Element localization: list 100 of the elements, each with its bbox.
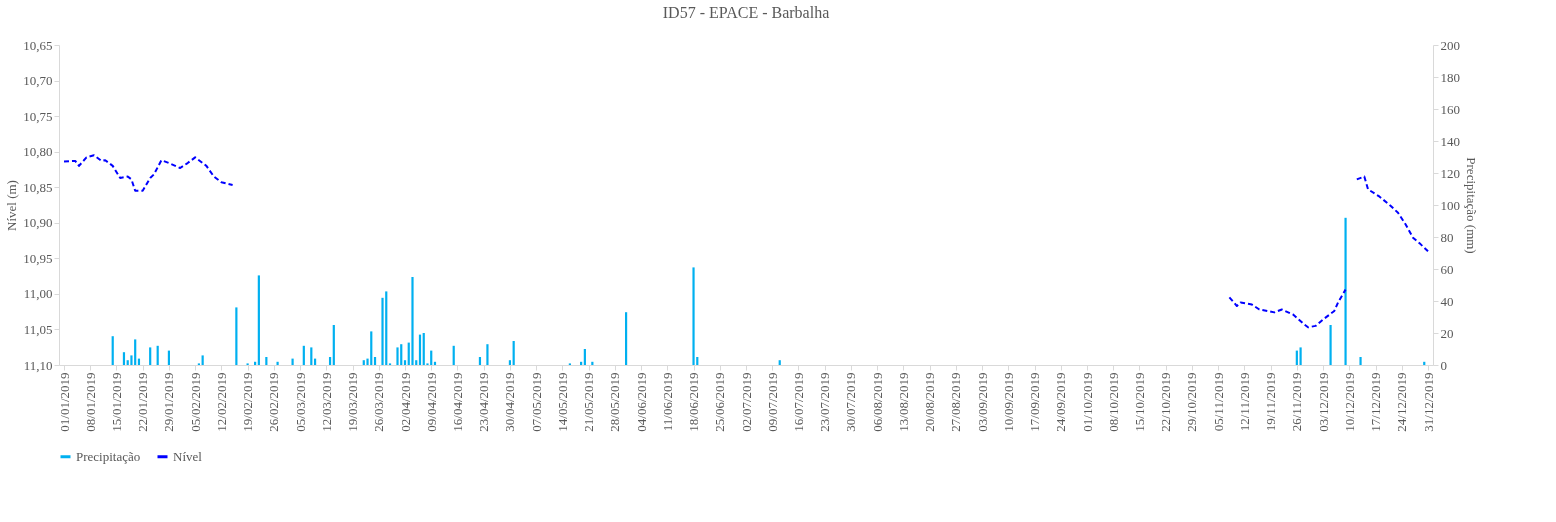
x-tick-label: 08/01/2019 (82, 372, 98, 432)
x-tick-label: 07/05/2019 (528, 372, 544, 432)
legend-label: Nível (173, 448, 203, 464)
x-tick-label: 22/10/2019 (1158, 372, 1174, 432)
x-tick-label: 18/06/2019 (686, 372, 702, 432)
x-tick-label: 24/12/2019 (1394, 372, 1410, 432)
x-tick-label: 09/04/2019 (423, 372, 439, 432)
x-tick-label: 25/06/2019 (712, 372, 728, 432)
x-tick-label: 11/06/2019 (659, 372, 675, 432)
bar (370, 331, 373, 365)
bar (111, 336, 114, 365)
y-tick-label: 11,00 (23, 286, 53, 302)
bar (1299, 347, 1302, 365)
bar (418, 334, 422, 365)
x-tick-label: 15/10/2019 (1131, 372, 1147, 432)
y2-tick-label: 180 (1440, 69, 1460, 85)
y2-tick-label: 200 (1440, 37, 1460, 53)
x-tick-label: 16/07/2019 (790, 372, 806, 432)
y2-tick-label: 140 (1440, 133, 1460, 149)
y-tick-label: 10,85 (23, 179, 53, 195)
x-tick-label: 14/05/2019 (554, 372, 570, 432)
x-tick-label: 30/04/2019 (502, 372, 518, 432)
y-axis-title: Nível (m) (4, 180, 20, 231)
x-tick-label: 19/02/2019 (240, 372, 256, 432)
bar (508, 360, 512, 365)
y-tick-label: 11,10 (23, 357, 53, 373)
y2-tick-label: 100 (1440, 197, 1460, 213)
x-tick-label: 03/09/2019 (974, 372, 990, 432)
bar (332, 325, 335, 365)
bar (452, 345, 455, 365)
x-tick-label: 12/11/2019 (1236, 372, 1252, 432)
y2-tick-label: 20 (1440, 325, 1454, 341)
bar (411, 277, 414, 365)
y2-tick-label: 80 (1440, 229, 1454, 245)
x-tick-label: 29/01/2019 (161, 372, 177, 432)
x-tick-label: 23/07/2019 (817, 372, 833, 432)
bar (122, 352, 126, 365)
bar (1359, 357, 1362, 365)
x-tick-label: 19/03/2019 (345, 372, 361, 432)
x-tick-label: 22/01/2019 (135, 372, 151, 432)
bar (512, 341, 515, 365)
x-tick-label: 05/02/2019 (187, 372, 203, 432)
y-tick-label: 10,90 (23, 215, 53, 231)
x-tick-label: 26/11/2019 (1289, 372, 1305, 432)
x-tick-label: 06/08/2019 (869, 372, 885, 432)
y2-tick-label: 60 (1440, 261, 1454, 277)
x-tick-label: 31/12/2019 (1420, 372, 1436, 432)
y-tick-label: 10,75 (23, 108, 53, 124)
y-tick-label: 10,80 (23, 144, 53, 160)
bar (486, 344, 489, 365)
x-tick-label: 23/04/2019 (476, 372, 492, 432)
bar (624, 312, 628, 365)
x-tick-label: 24/09/2019 (1053, 372, 1069, 432)
bar (310, 347, 313, 365)
x-tick-label: 02/07/2019 (738, 372, 754, 432)
x-tick-label: 10/09/2019 (1000, 372, 1016, 432)
bar (1329, 325, 1332, 365)
x-tick-label: 04/06/2019 (633, 372, 649, 432)
y2-tick-label: 160 (1440, 101, 1460, 117)
x-tick-label: 29/10/2019 (1184, 372, 1200, 432)
x-tick-label: 12/02/2019 (213, 372, 229, 432)
bar (201, 355, 204, 365)
bar (156, 345, 159, 365)
x-tick-label: 19/11/2019 (1263, 372, 1279, 432)
x-tick-label: 20/08/2019 (922, 372, 938, 432)
x-tick-label: 10/12/2019 (1341, 372, 1357, 432)
x-tick-label: 02/04/2019 (397, 372, 413, 432)
bar (400, 344, 403, 365)
y-tick-label: 10,95 (23, 250, 53, 266)
y-tick-label: 11,05 (23, 321, 53, 337)
bar (403, 360, 407, 365)
x-tick-label: 13/08/2019 (895, 372, 911, 432)
bar (422, 333, 425, 365)
x-tick-label: 15/01/2019 (108, 372, 124, 432)
bar (385, 291, 388, 365)
bar (362, 360, 365, 365)
x-tick-label: 05/03/2019 (292, 372, 308, 432)
x-tick-label: 16/04/2019 (449, 372, 465, 432)
x-tick-label: 09/07/2019 (764, 372, 780, 432)
x-tick-label: 01/01/2019 (56, 372, 72, 432)
x-tick-label: 21/05/2019 (581, 372, 597, 432)
x-tick-label: 05/11/2019 (1210, 372, 1226, 432)
bar (302, 345, 305, 365)
bar (276, 361, 279, 365)
bar (257, 275, 260, 365)
bar (235, 307, 238, 365)
bar (583, 349, 586, 365)
x-tick-label: 03/12/2019 (1315, 372, 1331, 432)
legend-label: Precipitação (76, 448, 141, 464)
y2-tick-label: 120 (1440, 165, 1460, 181)
x-tick-label: 28/05/2019 (607, 372, 623, 432)
y2-axis-title: Precipitação (mm) (1464, 157, 1479, 254)
bar (778, 360, 781, 365)
bar (692, 267, 695, 365)
bar (1344, 217, 1347, 365)
bar (149, 347, 152, 365)
bar (396, 347, 399, 365)
x-tick-label: 17/12/2019 (1368, 372, 1384, 432)
x-tick-label: 08/10/2019 (1105, 372, 1121, 432)
x-tick-label: 26/02/2019 (266, 372, 282, 432)
